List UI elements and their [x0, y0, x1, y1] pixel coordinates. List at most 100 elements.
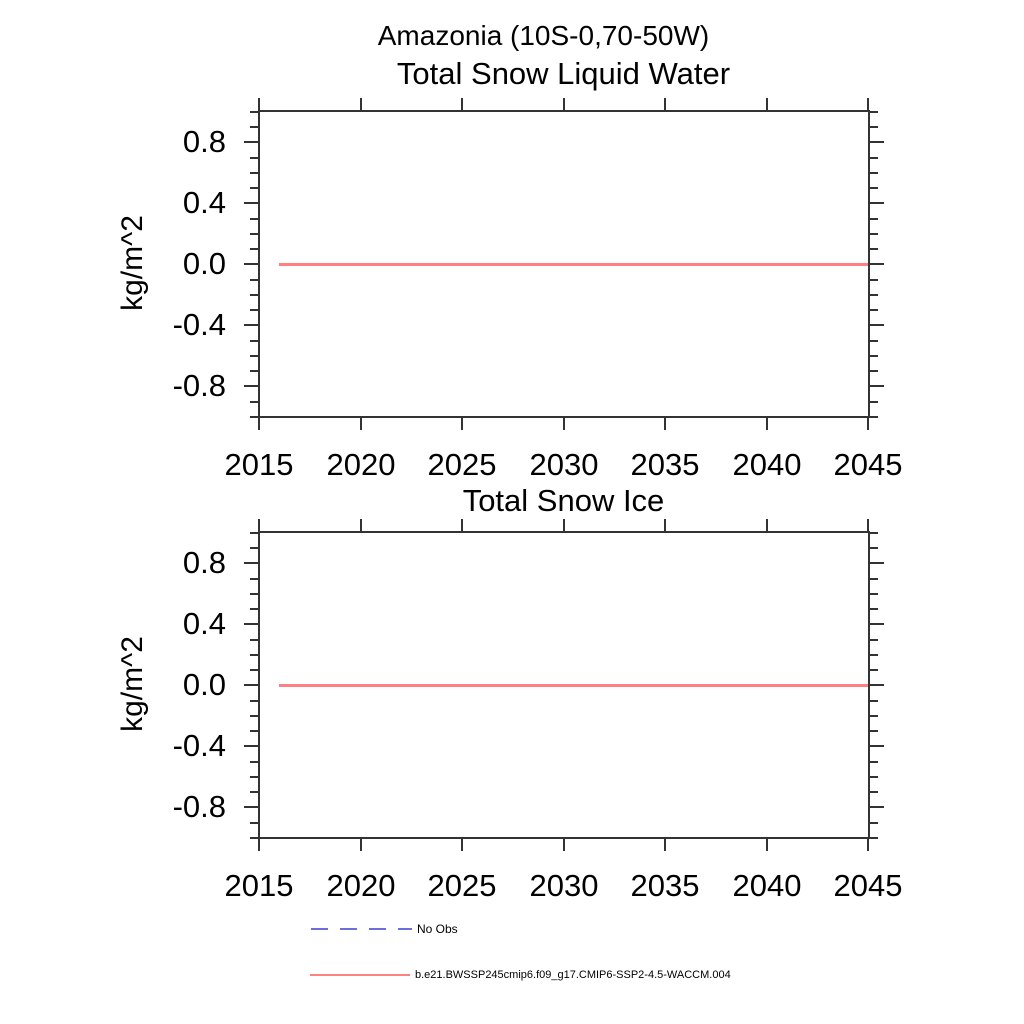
y-tick-right-minor	[870, 761, 878, 763]
x-tick-bottom	[360, 839, 362, 851]
x-tick-label: 2045	[833, 868, 903, 903]
y-tick-left-minor	[250, 309, 258, 311]
panel-2-title: Total Snow Ice	[462, 483, 665, 518]
x-tick-label: 2040	[732, 447, 802, 482]
y-tick-right-minor	[870, 776, 878, 778]
x-tick-bottom	[461, 839, 463, 851]
y-tick-label: 0.0	[182, 246, 226, 281]
x-tick-bottom	[258, 418, 260, 430]
x-tick-top	[258, 519, 260, 531]
y-tick-left-minor	[250, 157, 258, 159]
x-tick-bottom	[360, 418, 362, 430]
x-tick-label: 2025	[427, 447, 497, 482]
y-tick-left-minor	[250, 715, 258, 717]
panel-1-title: Total Snow Liquid Water	[396, 56, 731, 91]
y-tick-right-minor	[870, 791, 878, 793]
y-tick-left-minor	[250, 279, 258, 281]
y-tick-left-major	[244, 324, 258, 326]
y-tick-right-major	[870, 263, 884, 265]
x-tick-bottom	[258, 839, 260, 851]
y-tick-right-major	[870, 141, 884, 143]
legend-no-obs-line-sample	[311, 928, 412, 930]
y-tick-right-minor	[870, 532, 878, 534]
y-tick-right-minor	[870, 294, 878, 296]
y-tick-left-major	[244, 623, 258, 625]
y-tick-right-minor	[870, 608, 878, 610]
x-tick-top	[258, 98, 260, 110]
legend-no-obs-label: No Obs	[417, 922, 458, 936]
y-tick-right-minor	[870, 669, 878, 671]
y-tick-right-minor	[870, 126, 878, 128]
x-tick-top	[461, 519, 463, 531]
x-tick-top	[766, 519, 768, 531]
x-tick-bottom	[563, 418, 565, 430]
y-tick-left-major	[244, 141, 258, 143]
y-tick-left-minor	[250, 218, 258, 220]
y-tick-left-minor	[250, 837, 258, 839]
y-tick-left-major	[244, 684, 258, 686]
y-tick-right-minor	[870, 233, 878, 235]
y-tick-left-major	[244, 263, 258, 265]
y-tick-left-minor	[250, 233, 258, 235]
x-tick-label: 2030	[529, 868, 599, 903]
x-tick-label: 2020	[326, 868, 396, 903]
y-tick-label: 0.4	[182, 606, 226, 641]
x-tick-top	[766, 98, 768, 110]
y-tick-right-minor	[870, 218, 878, 220]
series-line	[279, 263, 868, 266]
x-tick-bottom	[461, 418, 463, 430]
y-tick-left-minor	[250, 761, 258, 763]
x-tick-label: 2040	[732, 868, 802, 903]
x-tick-label: 2015	[224, 447, 294, 482]
y-tick-left-minor	[250, 669, 258, 671]
y-tick-left-minor	[250, 776, 258, 778]
y-tick-right-minor	[870, 639, 878, 641]
y-tick-label: -0.8	[172, 789, 226, 824]
legend-model-line-sample	[310, 974, 410, 976]
x-tick-top	[461, 98, 463, 110]
y-tick-label: -0.4	[172, 307, 226, 342]
y-tick-right-minor	[870, 416, 878, 418]
y-tick-right-minor	[870, 837, 878, 839]
y-tick-left-minor	[250, 416, 258, 418]
x-tick-label: 2035	[630, 447, 700, 482]
y-tick-label: -0.8	[172, 368, 226, 403]
y-tick-left-minor	[250, 355, 258, 357]
x-tick-top	[360, 98, 362, 110]
x-tick-top	[664, 98, 666, 110]
x-tick-bottom	[766, 418, 768, 430]
y-tick-right-minor	[870, 248, 878, 250]
y-tick-left-minor	[250, 401, 258, 403]
x-tick-bottom	[664, 418, 666, 430]
y-tick-right-minor	[870, 157, 878, 159]
y-tick-right-minor	[870, 401, 878, 403]
x-tick-label: 2035	[630, 868, 700, 903]
y-tick-left-minor	[250, 654, 258, 656]
y-tick-left-minor	[250, 111, 258, 113]
y-tick-right-minor	[870, 700, 878, 702]
x-tick-label: 2015	[224, 868, 294, 903]
y-tick-left-minor	[250, 593, 258, 595]
y-tick-left-minor	[250, 639, 258, 641]
y-tick-label: 0.0	[182, 667, 226, 702]
plot-frame	[258, 110, 870, 418]
y-tick-right-minor	[870, 172, 878, 174]
y-tick-left-minor	[250, 340, 258, 342]
y-tick-left-minor	[250, 248, 258, 250]
y-tick-left-major	[244, 562, 258, 564]
y-tick-right-minor	[870, 309, 878, 311]
x-tick-bottom	[766, 839, 768, 851]
y-tick-left-minor	[250, 547, 258, 549]
x-tick-top	[563, 519, 565, 531]
y-tick-left-minor	[250, 172, 258, 174]
x-tick-top	[563, 98, 565, 110]
x-tick-label: 2045	[833, 447, 903, 482]
x-tick-bottom	[867, 418, 869, 430]
y-tick-right-minor	[870, 187, 878, 189]
y-tick-left-minor	[250, 578, 258, 580]
y-tick-right-minor	[870, 715, 878, 717]
y-tick-label: 0.8	[182, 545, 226, 580]
y-tick-label: 0.4	[182, 185, 226, 220]
y-tick-right-minor	[870, 654, 878, 656]
